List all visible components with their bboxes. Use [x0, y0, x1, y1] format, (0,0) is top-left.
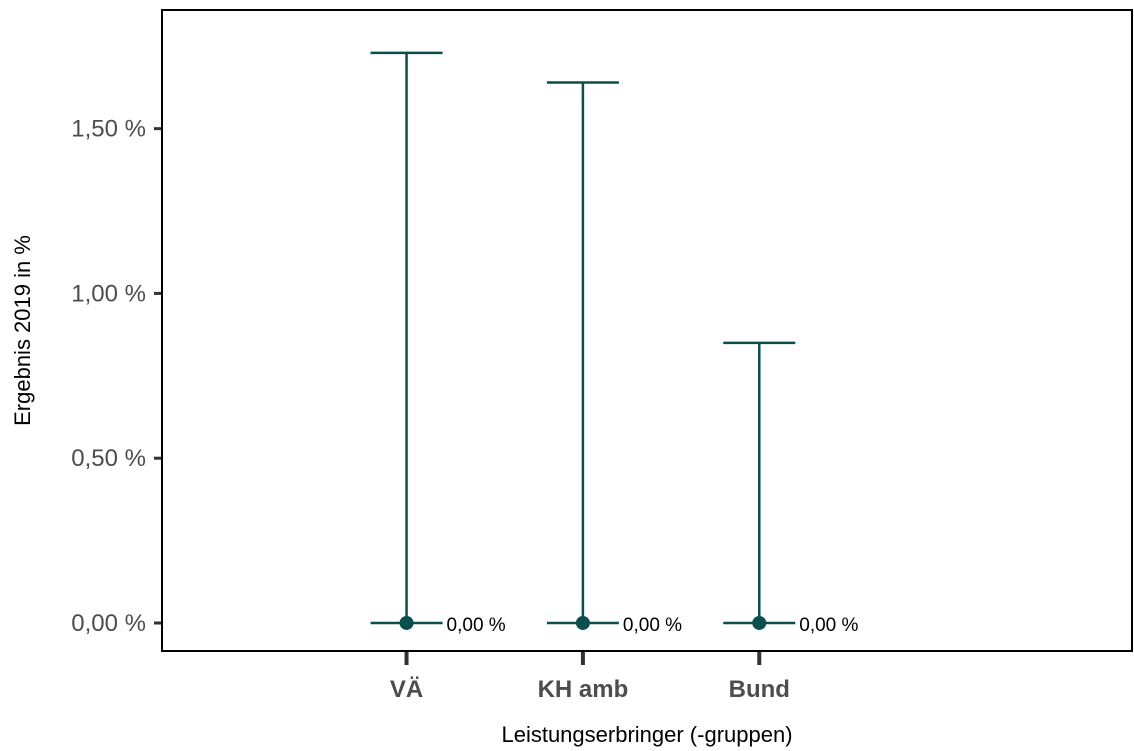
data-point	[752, 615, 767, 630]
data-label: 0,00 %	[623, 615, 682, 636]
x-tick-label: VÄ	[390, 676, 423, 703]
y-tick-label: 1,00 %	[71, 280, 146, 307]
y-tick-label: 1,50 %	[71, 116, 146, 143]
data-marks: 0,00 % 0,00 % 0,00 %	[370, 51, 859, 636]
y-axis-ticks: 0,00 % 0,50 % 1,00 % 1,50 %	[71, 116, 162, 637]
y-tick-label: 0,50 %	[71, 445, 146, 472]
y-axis-title: Ergebnis 2019 in %	[10, 235, 35, 426]
y-tick-label: 0,00 %	[71, 610, 146, 637]
x-axis-title: Leistungserbringer (-gruppen)	[501, 722, 792, 747]
x-axis-ticks: VÄ KH amb Bund	[390, 651, 790, 703]
x-tick-label: Bund	[729, 676, 790, 703]
plot-panel-border	[161, 9, 1133, 652]
data-label: 0,00 %	[447, 615, 506, 636]
x-tick-label: KH amb	[538, 676, 629, 703]
data-label: 0,00 %	[799, 615, 858, 636]
data-point	[575, 615, 590, 630]
data-point	[399, 615, 414, 630]
